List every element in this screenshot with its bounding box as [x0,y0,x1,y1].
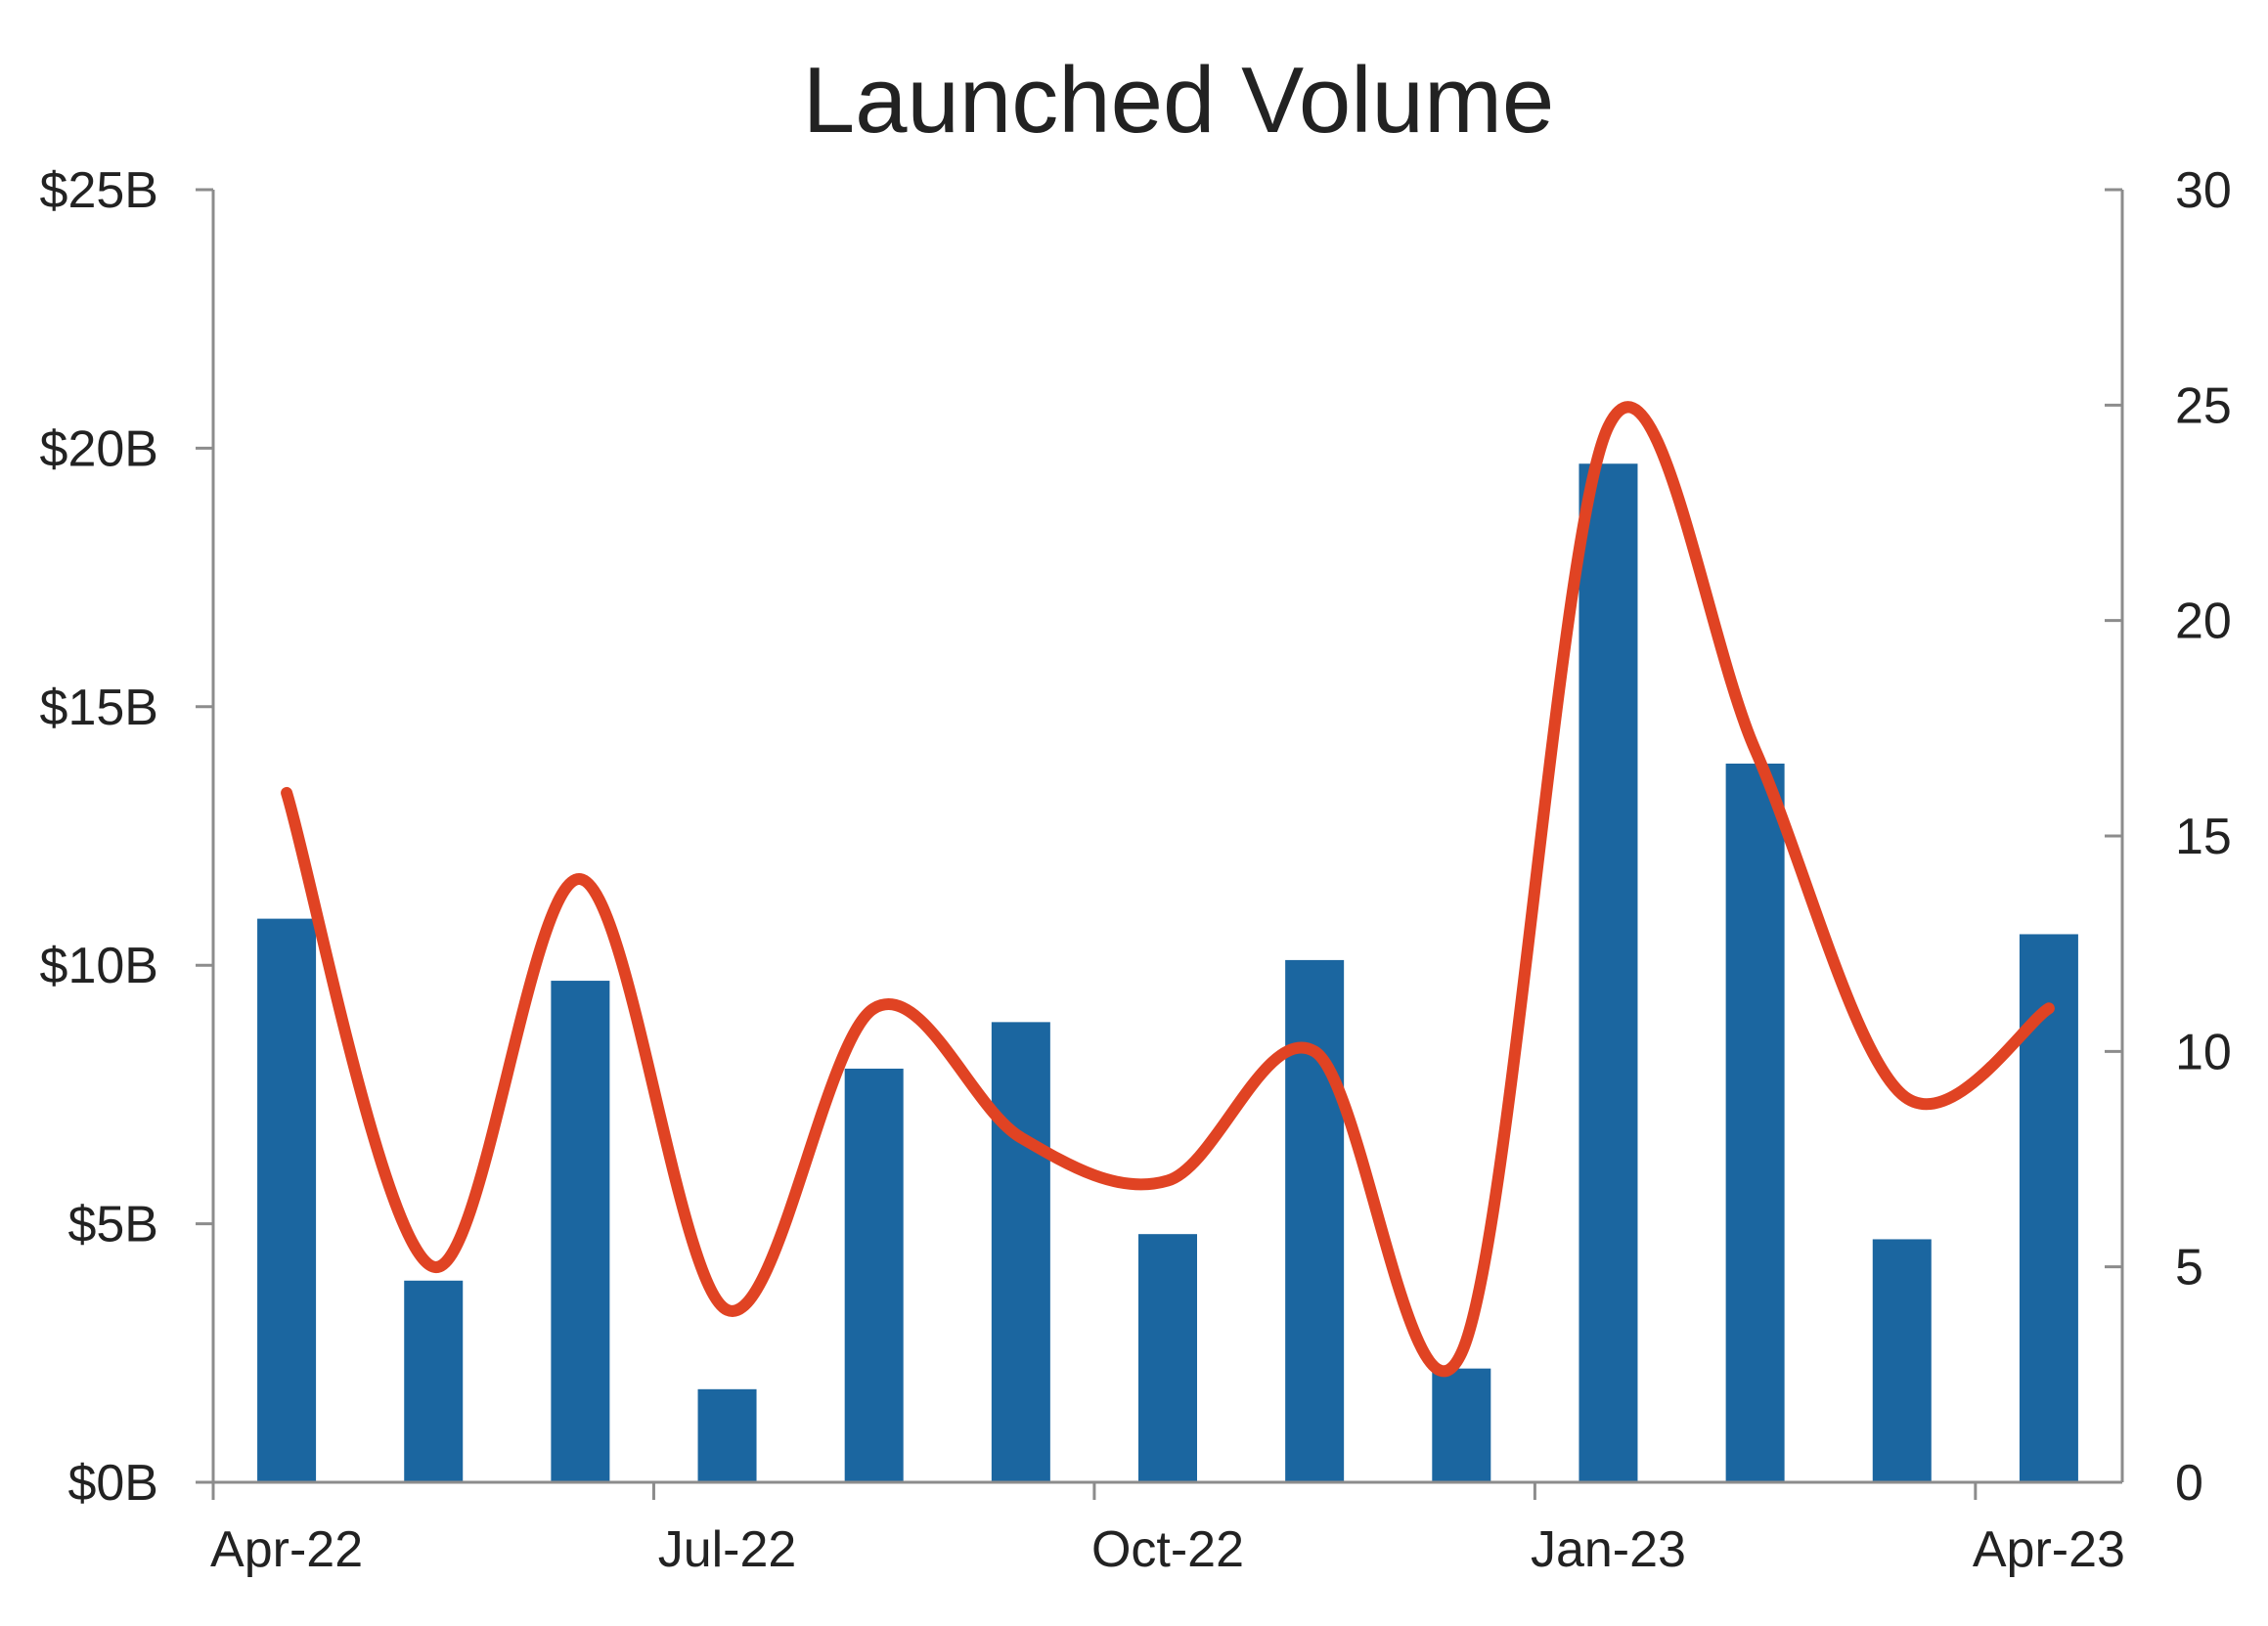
right-tick-label: 10 [2175,1024,2232,1080]
left-tick-label: $10B [40,938,158,994]
count-line [281,401,2055,1378]
right-axis-ticks: 0 5 10 15 20 25 30 [2105,162,2232,1512]
bar-Oct-22 [1138,1234,1197,1482]
x-tick-label: Apr-23 [1973,1521,2125,1578]
left-tick-label: $20B [40,420,158,477]
x-axis-ticks: Apr-22 Jul-22 Oct-22 Jan-23 Apr-23 [210,1482,2125,1578]
x-tick-label: Jul-22 [658,1521,797,1578]
bar-Jan-23 [1579,463,1638,1482]
chart-title: Launched Volume [803,48,1555,153]
right-tick-label: 15 [2175,809,2232,865]
bar-Jul-22 [697,1388,757,1482]
left-tick-label: $15B [40,680,158,736]
bar-May-22 [404,1280,464,1482]
right-tick-label: 5 [2175,1240,2203,1296]
right-tick-label: 25 [2175,377,2232,434]
bar-Dec-22 [1432,1368,1491,1482]
right-tick-label: 30 [2175,162,2232,219]
x-tick-label: Apr-22 [210,1521,363,1578]
bar-series [257,463,2078,1482]
left-tick-label: $5B [67,1197,158,1253]
x-tick-label: Oct-22 [1091,1521,1244,1578]
bar-Sep-22 [991,1022,1050,1482]
bar-Feb-23 [1725,763,1785,1482]
right-tick-label: 0 [2175,1455,2203,1512]
bar-Mar-23 [1872,1239,1932,1482]
left-tick-label: $25B [40,162,158,219]
bar-Aug-22 [844,1068,904,1482]
bar-Nov-22 [1285,959,1345,1482]
left-axis-ticks: $0B $5B $10B $15B $20B $25B [40,162,213,1512]
bar-Jun-22 [551,981,610,1482]
bar-Apr-22 [257,918,317,1482]
line-series [281,401,2055,1378]
right-tick-label: 20 [2175,593,2232,650]
bar-Apr-23 [2019,934,2078,1482]
x-tick-label: Jan-23 [1531,1521,1686,1578]
left-tick-label: $0B [67,1455,158,1512]
